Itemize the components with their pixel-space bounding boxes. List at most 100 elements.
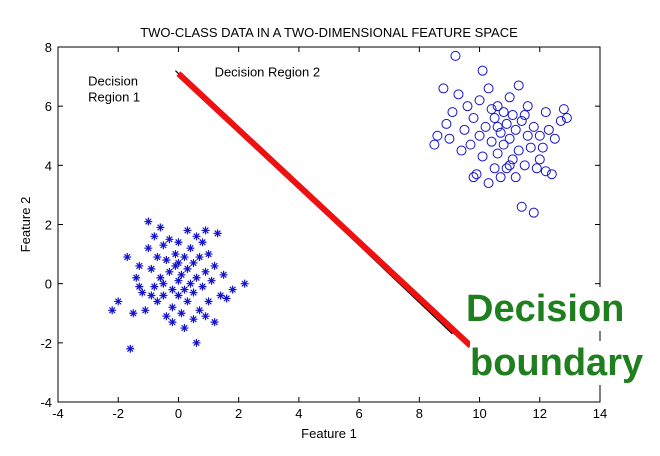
asterisk-marker bbox=[168, 285, 177, 294]
class2-point bbox=[465, 139, 476, 150]
asterisk-marker bbox=[183, 264, 192, 273]
region-annotation: Decision bbox=[88, 73, 138, 88]
class1-point bbox=[192, 338, 201, 347]
x-tick-label: 10 bbox=[472, 406, 486, 421]
asterisk-marker bbox=[210, 318, 219, 327]
class2-point bbox=[453, 89, 464, 100]
asterisk-marker bbox=[153, 253, 162, 262]
class1-point bbox=[195, 253, 204, 262]
asterisk-marker bbox=[201, 267, 210, 276]
class2-point bbox=[432, 130, 443, 141]
asterisk-marker bbox=[174, 276, 183, 285]
x-tick-label: -4 bbox=[52, 406, 64, 421]
asterisk-marker bbox=[183, 226, 192, 235]
class2-point bbox=[504, 92, 515, 103]
class1-point bbox=[195, 306, 204, 315]
class1-point bbox=[159, 279, 168, 288]
asterisk-marker bbox=[150, 282, 159, 291]
x-tick-label: 0 bbox=[175, 406, 182, 421]
asterisk-marker bbox=[168, 303, 177, 312]
class1-point bbox=[204, 297, 213, 306]
asterisk-marker bbox=[195, 253, 204, 262]
y-tick-label: 2 bbox=[45, 218, 52, 233]
class1-point bbox=[171, 250, 180, 259]
class2-point bbox=[510, 172, 521, 183]
class2-point bbox=[492, 101, 503, 112]
class1-point bbox=[153, 297, 162, 306]
asterisk-marker bbox=[240, 279, 249, 288]
asterisk-marker bbox=[114, 297, 123, 306]
asterisk-marker bbox=[159, 279, 168, 288]
class2-point bbox=[507, 154, 518, 165]
asterisk-marker bbox=[156, 223, 165, 232]
class2-point bbox=[489, 163, 500, 174]
asterisk-marker bbox=[177, 270, 186, 279]
class1-point bbox=[174, 238, 183, 247]
x-tick-label: 2 bbox=[235, 406, 242, 421]
asterisk-marker bbox=[132, 273, 141, 282]
class2-point bbox=[462, 101, 473, 112]
class2-point bbox=[480, 121, 491, 132]
class1-point bbox=[192, 232, 201, 241]
class1-point bbox=[168, 318, 177, 327]
class1-point bbox=[108, 306, 117, 315]
class2-point bbox=[534, 130, 545, 141]
chart-title: TWO-CLASS DATA IN A TWO-DIMENSIONAL FEAT… bbox=[140, 25, 518, 40]
class1-point bbox=[174, 258, 183, 267]
class1-point bbox=[177, 309, 186, 318]
class1-point bbox=[153, 253, 162, 262]
class2-point bbox=[450, 50, 461, 61]
asterisk-marker bbox=[180, 253, 189, 262]
asterisk-marker bbox=[147, 291, 156, 300]
class1-point bbox=[204, 250, 213, 259]
class1-point bbox=[141, 306, 150, 315]
asterisk-marker bbox=[198, 282, 207, 291]
class2-point bbox=[534, 154, 545, 165]
class2-point bbox=[471, 169, 482, 180]
asterisk-marker bbox=[189, 315, 198, 324]
asterisk-marker bbox=[162, 256, 171, 264]
class1-point bbox=[189, 258, 198, 267]
class1-point bbox=[132, 273, 141, 282]
class2-point bbox=[477, 151, 488, 162]
class1-point bbox=[186, 279, 195, 288]
y-tick-label: 4 bbox=[45, 158, 52, 173]
class2-point bbox=[444, 133, 455, 144]
asterisk-marker bbox=[108, 306, 117, 315]
class1-point bbox=[174, 291, 183, 300]
asterisk-marker bbox=[171, 250, 180, 259]
asterisk-marker bbox=[183, 297, 192, 306]
asterisk-marker bbox=[141, 306, 150, 315]
class2-point bbox=[522, 101, 533, 112]
class1-point bbox=[201, 226, 210, 235]
class1-point bbox=[216, 291, 225, 300]
class2-point bbox=[537, 142, 548, 153]
asterisk-marker bbox=[198, 238, 207, 247]
asterisk-marker bbox=[204, 250, 213, 259]
class1-point bbox=[240, 279, 249, 288]
class1-point bbox=[183, 297, 192, 306]
class2-point bbox=[549, 133, 560, 144]
class1-point bbox=[168, 285, 177, 294]
class2-point bbox=[507, 110, 518, 121]
class2-point bbox=[474, 130, 485, 141]
asterisk-marker bbox=[213, 229, 222, 238]
class1-point bbox=[150, 232, 159, 241]
class2-point bbox=[522, 130, 533, 141]
class1-point bbox=[114, 297, 123, 306]
region-annotation: Region 1 bbox=[88, 90, 140, 105]
asterisk-marker bbox=[165, 267, 174, 276]
class2-point bbox=[441, 118, 452, 129]
class1-point bbox=[207, 276, 216, 285]
class1-point bbox=[135, 261, 144, 270]
asterisk-marker bbox=[228, 285, 237, 294]
class2-point bbox=[528, 121, 539, 132]
class2-point bbox=[504, 133, 515, 144]
class2-point bbox=[477, 65, 488, 76]
class1-point bbox=[159, 291, 168, 300]
asterisk-marker bbox=[186, 279, 195, 288]
asterisk-marker bbox=[177, 309, 186, 318]
asterisk-marker bbox=[144, 217, 153, 226]
asterisk-marker bbox=[186, 244, 195, 253]
asterisk-marker bbox=[174, 291, 183, 300]
